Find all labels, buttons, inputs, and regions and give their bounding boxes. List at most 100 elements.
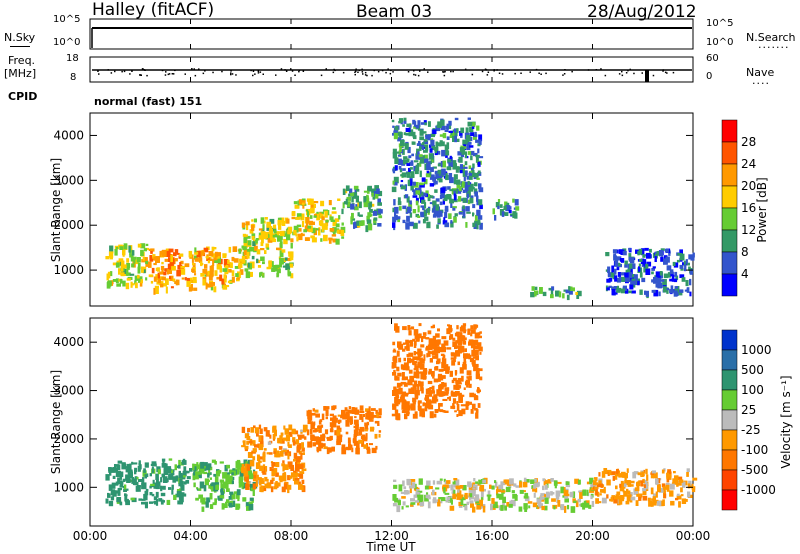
heatmap-cell [425,337,430,340]
heatmap-cell [637,472,642,476]
heatmap-cell [219,461,224,464]
heatmap-cell [347,409,352,414]
heatmap-cell [579,492,583,499]
heatmap-cell [440,500,443,504]
heatmap-cell [626,488,629,494]
heatmap-cell [310,421,313,429]
heatmap-cell [141,501,146,505]
heatmap-cell [551,286,555,291]
heatmap-cell [440,141,445,147]
heatmap-cell [667,469,672,473]
heatmap-cell [297,233,303,241]
heatmap-cell [245,483,250,490]
heatmap-cell [435,198,440,202]
heatmap-cell [454,391,460,396]
heatmap-cell [161,462,167,468]
heatmap-cell [422,142,425,147]
heatmap-cell [468,185,473,189]
heatmap-cell [424,406,428,412]
heatmap-cell [223,274,227,279]
nave-dot [493,69,495,71]
heatmap-cell [159,271,164,275]
heatmap-cell [302,202,305,205]
heatmap-cell [675,275,679,281]
heatmap-cell [330,417,335,421]
heatmap-cell [472,356,477,359]
heatmap-cell [419,182,424,186]
heatmap-cell [137,274,140,279]
heatmap-cell [260,248,265,251]
heatmap-cell [407,357,411,364]
y-tick-label: 1000 [53,480,84,494]
heatmap-cell [423,354,426,361]
heatmap-cell [359,414,363,420]
heatmap-cell [458,156,463,163]
heatmap-cell [534,290,539,295]
heatmap-cell [395,388,400,395]
heatmap-cell [238,476,243,484]
heatmap-cell [623,490,628,497]
heatmap-cell [249,246,255,252]
heatmap-cell [405,505,409,508]
heatmap-cell [419,363,425,370]
heatmap-cell [214,251,218,258]
heatmap-cell [124,488,129,491]
heatmap-cell [116,260,120,264]
heatmap-cell [599,493,602,496]
heatmap-cell [250,427,255,433]
heatmap-cell [167,263,173,270]
heatmap-cell [426,170,430,175]
heatmap-cell [394,409,399,414]
heatmap-cell [474,172,479,178]
heatmap-cell [284,449,289,456]
heatmap-cell [150,463,156,466]
heatmap-cell [321,443,326,447]
nave-dot [257,70,260,72]
heatmap-cell [474,131,477,135]
heatmap-cell [203,485,207,492]
heatmap-cell [227,280,233,284]
heatmap-cell [329,214,332,217]
heatmap-cell [164,258,169,262]
heatmap-cell [407,411,410,414]
heatmap-cell [350,218,356,221]
heatmap-cell [642,254,646,258]
heatmap-cell [422,332,427,336]
heatmap-cell [439,134,444,137]
heatmap-cell [577,498,581,503]
heatmap-cell [162,249,167,257]
heatmap-cell [648,500,653,507]
heatmap-cell [572,491,576,498]
heatmap-cell [413,494,418,498]
heatmap-cell [298,484,303,490]
heatmap-cell [259,478,264,484]
heatmap-cell [412,399,416,405]
heatmap-cell [295,233,298,237]
nave-dot [487,71,490,73]
heatmap-cell [334,218,340,222]
heatmap-cell [665,288,670,291]
heatmap-cell [474,182,478,187]
heatmap-cell [145,260,149,265]
heatmap-cell [371,408,376,411]
heatmap-cell [169,469,173,474]
heatmap-cell [304,225,309,232]
heatmap-cell [420,344,425,348]
heatmap-cell [410,479,416,482]
heatmap-cell [180,268,186,275]
heatmap-cell [245,502,251,508]
nave-dot [529,71,531,73]
heatmap-cell [564,498,569,503]
heatmap-cell [301,200,306,205]
heatmap-cell [365,408,370,412]
colorbar-swatch [721,349,738,371]
velocity-colorbar-label: Velocity [m s⁻¹] [779,375,793,468]
heatmap-cell [398,118,404,123]
heatmap-cell [464,329,467,332]
heatmap-cell [412,361,417,365]
heatmap-cell [452,129,458,137]
heatmap-cell [473,324,477,330]
heatmap-cell [295,439,300,445]
heatmap-cell [641,471,645,477]
heatmap-cell [170,473,175,476]
